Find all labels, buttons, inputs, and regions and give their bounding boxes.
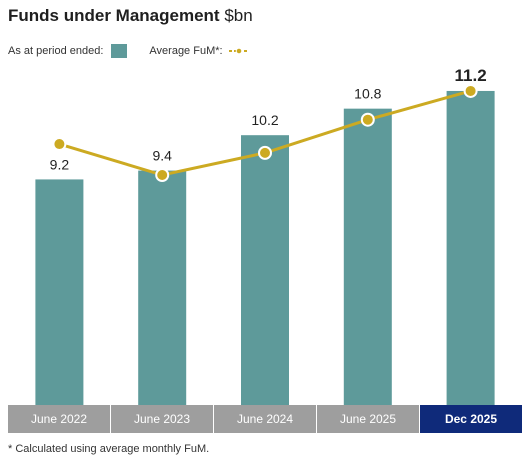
average-fum-point xyxy=(463,83,478,98)
legend-bar-label: As at period ended: xyxy=(8,45,104,57)
x-tick-label: Dec 2025 xyxy=(420,405,522,433)
bar-june-2022 xyxy=(35,179,84,405)
bar-dec-2025 xyxy=(446,90,495,405)
data-label: 10.2 xyxy=(251,112,278,128)
average-fum-point xyxy=(258,145,272,160)
footnote: * Calculated using average monthly FuM. xyxy=(8,443,210,455)
x-axis-category-bar: June 2022 June 2023 June 2024 June 2025 Dec … xyxy=(8,405,522,433)
x-tick-label: June 2023 xyxy=(111,405,214,433)
x-tick-label: June 2024 xyxy=(214,405,317,433)
data-label: 11.2 xyxy=(455,66,487,85)
bar-june-2024 xyxy=(241,135,289,405)
legend-line-label: Average FuM*: xyxy=(149,45,223,57)
x-tick-label: June 2022 xyxy=(8,405,111,433)
chart-title: Funds under Management $bn xyxy=(8,6,253,26)
legend: As at period ended: Average FuM*: xyxy=(8,44,249,58)
chart-plot: 9.2 9.4 10.2 10.8 11.2 xyxy=(35,66,495,405)
data-label: 9.2 xyxy=(50,156,70,172)
average-fum-point xyxy=(52,137,67,152)
data-label: 10.8 xyxy=(354,86,381,102)
bar-june-2025 xyxy=(343,108,392,405)
average-fum-point xyxy=(360,112,375,127)
legend-line-key-icon xyxy=(228,47,249,55)
chart-title-unit: $bn xyxy=(224,6,253,25)
legend-bar-swatch xyxy=(111,44,128,58)
chart-title-text: Funds under Management xyxy=(8,6,220,25)
x-tick-label: June 2025 xyxy=(317,405,420,433)
data-label: 9.4 xyxy=(152,148,172,164)
bar-june-2023 xyxy=(138,170,187,405)
average-fum-point xyxy=(155,168,170,182)
